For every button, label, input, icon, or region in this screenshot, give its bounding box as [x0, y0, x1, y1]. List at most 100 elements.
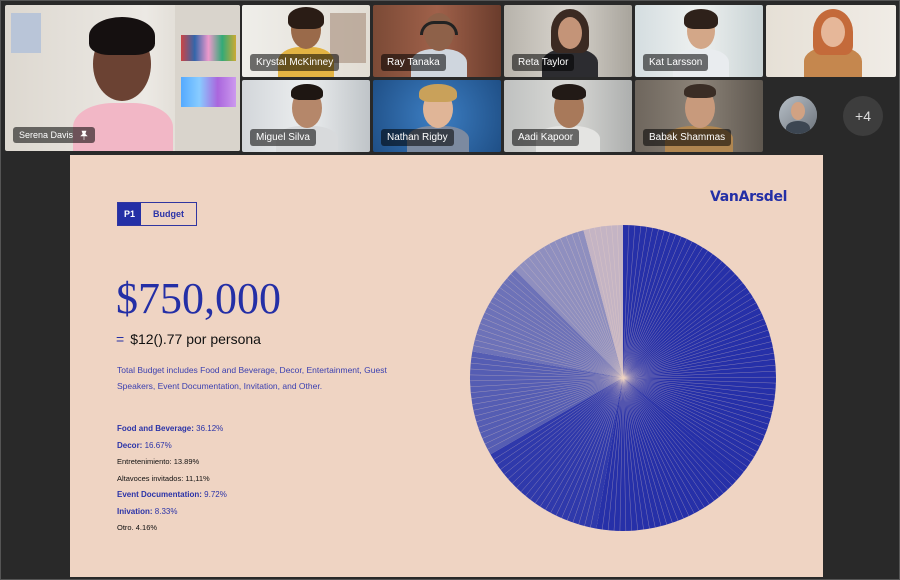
video-tile-serena-davis[interactable]: Serena Davis	[5, 5, 240, 151]
pie-slice-stripe	[622, 377, 774, 408]
more-participants-button[interactable]: +4	[843, 96, 883, 136]
pie-slice-stripe	[622, 313, 762, 379]
pie-slice-stripe	[560, 238, 624, 379]
pie-slice-stripe	[605, 225, 624, 379]
pie-slice	[490, 378, 623, 529]
pie-slice-stripe	[496, 377, 624, 465]
pie-slice-stripe	[476, 377, 624, 423]
shared-slide: P1 Budget VanArsdel $750,000 = $12().77 p…	[70, 155, 823, 577]
participant-avatar[interactable]	[779, 96, 817, 134]
legend-value: 16.67%	[144, 440, 172, 450]
participant-name: Serena Davis	[19, 130, 74, 140]
pie-slice-stripe	[484, 377, 624, 445]
legend-label: Entretenimiento:	[117, 457, 172, 466]
pie-slice-stripe	[622, 377, 673, 523]
pie-slice-stripe	[476, 334, 624, 379]
pie-slice-stripe	[487, 377, 624, 450]
legend-label: Event Documentation:	[117, 490, 202, 499]
pie-slice-stripe	[622, 247, 703, 379]
pie-slice-stripe	[622, 377, 679, 521]
participant-name: Babak Shammas	[649, 132, 726, 143]
pie-slice-stripe	[622, 329, 769, 379]
pie-slice-stripe	[510, 273, 624, 379]
pie-slice-stripe	[622, 265, 727, 379]
pie-slice-stripe	[622, 377, 695, 514]
pie-slice-stripe	[543, 246, 624, 379]
pie-slice-stripe	[473, 377, 624, 411]
pie-slice-stripe	[506, 278, 624, 379]
pie-slice-stripe	[480, 377, 624, 434]
pie-slice-stripe	[482, 377, 624, 439]
pie-slice-stripe	[622, 257, 718, 379]
pie-slice-stripe	[470, 368, 624, 379]
pie-slice-stripe	[622, 307, 760, 379]
pie-slice-stripe	[533, 253, 624, 379]
video-tile-babak-shammas[interactable]: Babak Shammas	[635, 80, 763, 152]
participant-name-tag: Serena Davis	[13, 127, 96, 143]
pie-slice-stripe	[622, 377, 758, 452]
pie-slice-stripe	[622, 377, 773, 413]
video-tile-participant[interactable]	[766, 5, 896, 77]
pie-slice-stripe	[470, 374, 624, 379]
brand-logo: VanArsdel	[710, 189, 788, 205]
pie-slice-stripe	[472, 377, 624, 405]
pie-slice-stripe	[528, 257, 624, 379]
video-tile-ray-tanaka[interactable]: Ray Tanaka	[373, 5, 501, 77]
video-tile-aadi-kapoor[interactable]: Aadi Kapoor	[504, 80, 632, 152]
pie-slice-stripe	[619, 377, 624, 531]
pie-slice-stripe	[622, 324, 767, 379]
pie-slice-stripe	[622, 230, 665, 379]
budget-amount: $750,000	[116, 274, 281, 323]
pie-slice-stripe	[588, 228, 624, 379]
legend-label: Decor:	[117, 440, 143, 450]
budget-pie-chart	[470, 225, 776, 531]
legend-value: 8.33%	[154, 506, 178, 516]
pie-slice-stripe	[566, 377, 624, 521]
pie-slice-stripe	[622, 358, 775, 379]
pie-slice-stripe	[500, 377, 624, 470]
participant-name-tag: Aadi Kapoor	[512, 129, 580, 146]
participant-name-tag: Krystal McKinney	[250, 54, 340, 71]
pie-slice-stripe	[478, 377, 624, 428]
pie-slice-stripe	[622, 261, 723, 379]
pie-slice-stripe	[622, 377, 760, 447]
legend-item: Inivation: 8.33%	[117, 504, 227, 521]
slide-tag-label: Budget	[141, 203, 196, 225]
pie-slice-stripe	[496, 292, 624, 379]
pie-slice-stripe	[622, 238, 688, 379]
pie-slice-stripe	[622, 244, 698, 379]
pie-slice-stripe	[622, 377, 752, 463]
slide-tag: P1 Budget	[117, 202, 197, 226]
video-tile-krystal-mckinney[interactable]: Krystal McKinney	[242, 5, 370, 77]
pie-slice-stripe	[474, 377, 624, 417]
pie-slice-stripe	[555, 377, 624, 516]
video-tile-reta-taylor[interactable]: Reta Taylor	[504, 5, 632, 77]
pie-slice	[583, 225, 623, 378]
participant-name-tag: Miguel Silva	[250, 129, 316, 146]
participant-name: Ray Tanaka	[387, 57, 440, 68]
pie-slice-stripe	[622, 353, 775, 379]
pin-icon[interactable]	[79, 130, 89, 140]
pie-slice-stripe	[470, 377, 624, 382]
pie-slice	[623, 225, 776, 477]
pie-slice-stripe	[622, 377, 745, 472]
pie-slice-stripe	[622, 292, 751, 379]
pie-slice-stripe	[611, 225, 624, 379]
pie-slice-stripe	[622, 376, 776, 379]
pie-slice-stripe	[470, 362, 624, 379]
pie-slice-stripe	[622, 377, 710, 505]
participant-name: Miguel Silva	[256, 132, 310, 143]
pie-slice-stripe	[590, 377, 624, 528]
video-tile-miguel-silva[interactable]: Miguel Silva	[242, 80, 370, 152]
pie-slice-stripe	[622, 302, 757, 379]
pie-slice-stripe	[622, 250, 708, 379]
pie-slice-stripe	[622, 377, 748, 468]
pie-slice-stripe	[622, 377, 684, 519]
video-tile-nathan-rigby[interactable]: Nathan Rigby	[373, 80, 501, 152]
legend-value: 13.89%	[173, 457, 200, 466]
pie-slice-stripe	[519, 265, 624, 379]
pie-slice-stripe	[622, 226, 642, 379]
pie-slice-stripe	[516, 377, 624, 488]
pie-slice-stripe	[507, 377, 624, 480]
video-tile-kat-larsson[interactable]: Kat Larsson	[635, 5, 763, 77]
